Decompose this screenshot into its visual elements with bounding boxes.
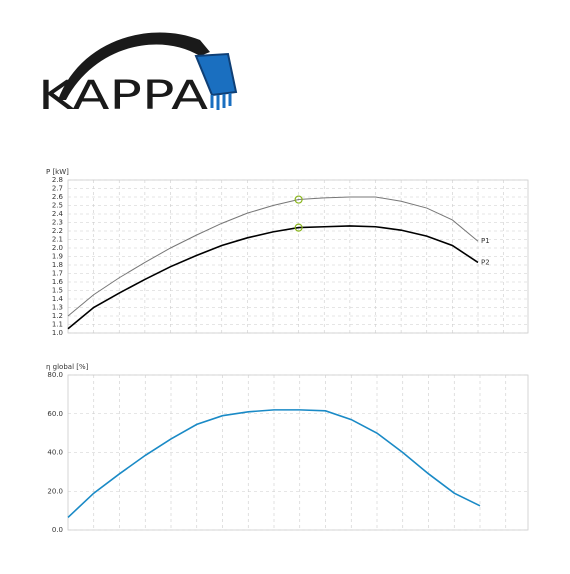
y-tick-label: 2.7	[52, 185, 63, 193]
y-tick-label: 1.8	[52, 261, 63, 269]
y-tick-label: 1.9	[52, 253, 63, 261]
y-tick-label: 20.0	[47, 487, 63, 495]
y-tick-label: 80.0	[47, 371, 63, 379]
y-tick-label: 2.5	[52, 202, 63, 210]
logo-text: KAPPA	[38, 73, 209, 119]
y-axis-title: P [kW]	[46, 168, 69, 176]
y-tick-label: 1.7	[52, 270, 63, 278]
y-tick-label: 2.8	[52, 176, 63, 184]
series-line	[67, 225, 479, 330]
y-tick-label: 1.2	[52, 312, 63, 320]
series-label: P2	[481, 258, 490, 266]
logo-bucket	[194, 52, 238, 97]
y-tick-label: 1.5	[52, 287, 63, 295]
y-tick-label: 40.0	[47, 449, 63, 457]
y-tick-label: 60.0	[47, 410, 63, 418]
y-tick-label: 1.4	[52, 295, 64, 303]
y-tick-label: 1.6	[52, 278, 64, 286]
logo-teeth	[210, 93, 232, 110]
y-tick-label: 0.0	[52, 526, 63, 534]
highlight-marker	[294, 195, 303, 204]
series-line	[67, 196, 479, 317]
y-tick-label: 2.1	[52, 236, 63, 244]
series-label: P1	[481, 237, 490, 245]
y-tick-label: 1.3	[52, 304, 63, 312]
y-tick-label: 2.2	[52, 227, 63, 235]
y-tick-label: 2.6	[52, 193, 64, 201]
logo-arc	[58, 32, 210, 100]
y-tick-label: 2.4	[52, 210, 64, 218]
highlight-marker	[294, 223, 303, 232]
logo: KAPPA	[38, 32, 238, 119]
series-line	[67, 409, 481, 518]
y-tick-label: 2.3	[52, 219, 63, 227]
y-tick-label: 2.0	[52, 244, 63, 252]
y-tick-label: 1.1	[52, 321, 63, 329]
y-tick-label: 1.0	[52, 329, 63, 337]
y-axis-title: η global [%]	[46, 363, 89, 371]
